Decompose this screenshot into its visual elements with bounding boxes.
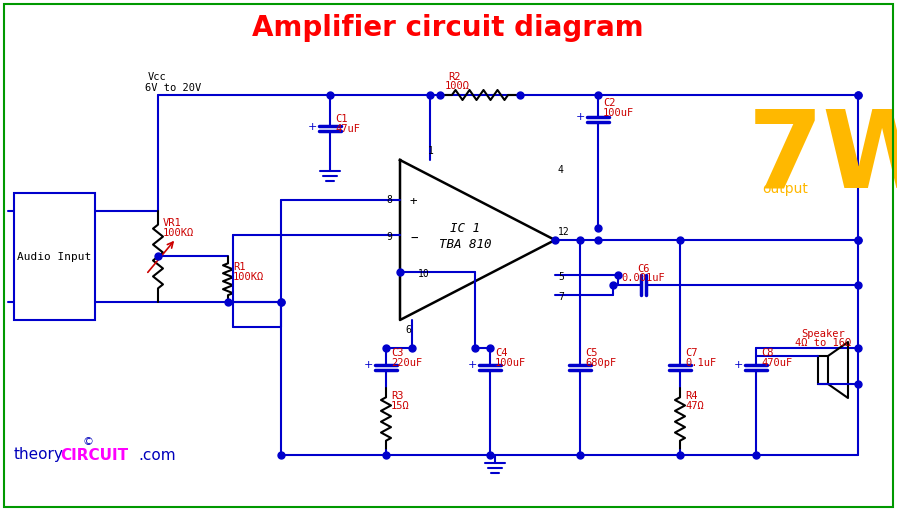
Text: TBA 810: TBA 810 [439, 239, 492, 251]
Text: 220uF: 220uF [391, 358, 422, 368]
Text: .com: .com [138, 448, 176, 462]
Text: −: − [410, 231, 417, 244]
Text: 680pF: 680pF [585, 358, 616, 368]
Text: +: + [308, 122, 317, 131]
Text: R3: R3 [391, 391, 404, 401]
Text: 10: 10 [418, 269, 430, 279]
Text: R1: R1 [233, 262, 246, 271]
Text: 7W: 7W [748, 105, 897, 211]
Text: output: output [762, 182, 808, 196]
Text: R4: R4 [685, 391, 698, 401]
Bar [14, 193, 95, 320]
Text: C3: C3 [391, 348, 404, 358]
Text: 7: 7 [558, 292, 564, 302]
Text: 100KΩ: 100KΩ [163, 228, 195, 238]
Text: +: + [363, 360, 373, 370]
Text: C2: C2 [603, 98, 615, 108]
Text: VR1: VR1 [163, 218, 182, 228]
Text: 470uF: 470uF [761, 358, 792, 368]
Text: 12: 12 [558, 227, 570, 237]
Text: 8: 8 [386, 195, 392, 205]
Text: C5: C5 [585, 348, 597, 358]
Text: ©: © [83, 437, 93, 447]
Text: 100KΩ: 100KΩ [233, 271, 265, 282]
Text: C8: C8 [761, 348, 773, 358]
Text: 6V to 20V: 6V to 20V [145, 83, 201, 93]
Text: theory: theory [14, 448, 64, 462]
Text: 0.1uF: 0.1uF [685, 358, 716, 368]
Text: +: + [576, 112, 585, 123]
Text: 100Ω: 100Ω [445, 81, 470, 91]
Text: +: + [734, 360, 743, 370]
Text: +: + [410, 195, 417, 207]
Text: 5: 5 [558, 272, 564, 282]
Text: IC 1: IC 1 [450, 221, 480, 235]
Text: CIRCUIT: CIRCUIT [60, 448, 128, 462]
Text: 47Ω: 47Ω [685, 401, 704, 411]
Text: Speaker: Speaker [801, 329, 845, 339]
Text: Amplifier circuit diagram: Amplifier circuit diagram [252, 14, 644, 42]
Text: +: + [467, 360, 477, 370]
Text: 0.001uF: 0.001uF [621, 273, 665, 283]
Text: 47uF: 47uF [335, 124, 360, 134]
Text: 100uF: 100uF [603, 108, 634, 118]
Text: 100uF: 100uF [495, 358, 527, 368]
Text: Audio Input: Audio Input [17, 251, 91, 262]
Text: Vcc: Vcc [148, 72, 167, 82]
Text: 9: 9 [386, 232, 392, 242]
Text: C6: C6 [637, 264, 649, 274]
Bar [818, 356, 828, 384]
Text: 4: 4 [558, 165, 564, 175]
Text: C7: C7 [685, 348, 698, 358]
Text: C1: C1 [335, 114, 347, 124]
Text: 4Ω to 16Ω: 4Ω to 16Ω [795, 338, 851, 348]
Text: R2: R2 [448, 72, 460, 82]
Text: 1: 1 [428, 146, 434, 156]
Text: C4: C4 [495, 348, 508, 358]
Text: 6: 6 [405, 325, 411, 335]
Text: 15Ω: 15Ω [391, 401, 410, 411]
